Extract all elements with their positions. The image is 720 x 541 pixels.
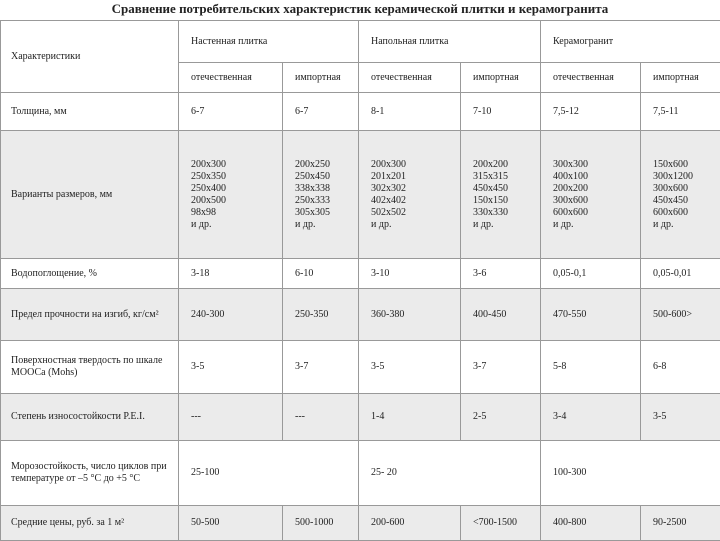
- row-label: Поверхностная твердость по шкале МООСа (…: [1, 341, 179, 394]
- page-title: Сравнение потребительских характеристик …: [0, 0, 720, 20]
- group-header: Напольная плитка: [359, 21, 541, 63]
- row-label: Водопоглощение, %: [1, 259, 179, 289]
- table-cell: 6-7: [283, 93, 359, 131]
- table-cell: 90-2500: [641, 506, 720, 541]
- table-cell: 2-5: [461, 394, 541, 441]
- header-cell: Характеристики: [1, 21, 179, 93]
- table-cell: 7,5-11: [641, 93, 720, 131]
- table-cell: 250-350: [283, 289, 359, 341]
- subheader-cell: отечественная: [541, 63, 641, 93]
- table-cell: 3-10: [359, 259, 461, 289]
- table-cell: 3-7: [461, 341, 541, 394]
- table-cell: 8-1: [359, 93, 461, 131]
- table-cell: 7,5-12: [541, 93, 641, 131]
- comparison-table: Характеристики Настенная плитка Напольна…: [0, 20, 720, 541]
- row-label: Степень износостойкости P.E.I.: [1, 394, 179, 441]
- table-cell: 200х200 315х315 450х450 150х150 330х330 …: [461, 131, 541, 259]
- table-cell: 500-1000: [283, 506, 359, 541]
- table-cell: <700-1500: [461, 506, 541, 541]
- table-cell: 200х300 250х350 250х400 200х500 98х98 и …: [179, 131, 283, 259]
- row-label: Средние цены, руб. за 1 м²: [1, 506, 179, 541]
- table-cell: 6-7: [179, 93, 283, 131]
- table-cell: ---: [179, 394, 283, 441]
- table-cell: 3-7: [283, 341, 359, 394]
- row-label: Толщина, мм: [1, 93, 179, 131]
- subheader-cell: импортная: [283, 63, 359, 93]
- table-cell: 25-100: [179, 441, 359, 506]
- table-cell: 50-500: [179, 506, 283, 541]
- table-cell: 200-600: [359, 506, 461, 541]
- table-cell: 150х600 300х1200 300х600 450х450 600х600…: [641, 131, 720, 259]
- table-cell: 500-600>: [641, 289, 720, 341]
- subheader-cell: отечественная: [359, 63, 461, 93]
- row-label: Предел прочности на изгиб, кг/см²: [1, 289, 179, 341]
- table-cell: 400-450: [461, 289, 541, 341]
- table-cell: 0,05-0,1: [541, 259, 641, 289]
- group-header: Керамогранит: [541, 21, 720, 63]
- table-cell: 240-300: [179, 289, 283, 341]
- table-cell: 470-550: [541, 289, 641, 341]
- table-cell: ---: [283, 394, 359, 441]
- table-cell: 7-10: [461, 93, 541, 131]
- table-cell: 3-6: [461, 259, 541, 289]
- table-cell: 3-18: [179, 259, 283, 289]
- table-cell: 1-4: [359, 394, 461, 441]
- table-cell: 6-10: [283, 259, 359, 289]
- subheader-cell: импортная: [461, 63, 541, 93]
- table-cell: 400-800: [541, 506, 641, 541]
- group-header: Настенная плитка: [179, 21, 359, 63]
- row-label: Морозостойкость, число циклов при темпер…: [1, 441, 179, 506]
- table-cell: 100-300: [541, 441, 720, 506]
- subheader-cell: отечественная: [179, 63, 283, 93]
- table-row: Поверхностная твердость по шкале МООСа (…: [1, 341, 720, 394]
- table-row: Морозостойкость, число циклов при темпер…: [1, 441, 720, 506]
- table-cell: 200х250 250х450 338х338 250х333 305х305 …: [283, 131, 359, 259]
- table-cell: 200х300 201х201 302х302 402х402 502х502 …: [359, 131, 461, 259]
- table-cell: 6-8: [641, 341, 720, 394]
- subheader-cell: импортная: [641, 63, 720, 93]
- table-cell: 3-4: [541, 394, 641, 441]
- table-cell: 360-380: [359, 289, 461, 341]
- table-cell: 3-5: [641, 394, 720, 441]
- row-label: Варианты размеров, мм: [1, 131, 179, 259]
- table-cell: 3-5: [179, 341, 283, 394]
- table-cell: 300х300 400х100 200х200 300х600 600х600 …: [541, 131, 641, 259]
- table-cell: 0,05-0,01: [641, 259, 720, 289]
- table-cell: 25- 20: [359, 441, 541, 506]
- table-cell: 3-5: [359, 341, 461, 394]
- table-cell: 5-8: [541, 341, 641, 394]
